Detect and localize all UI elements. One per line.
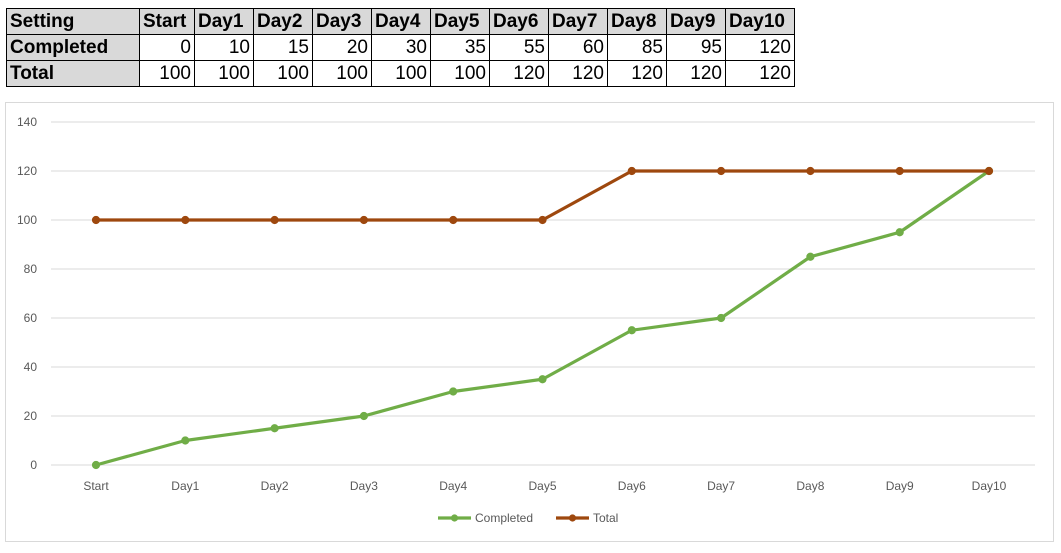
data-point-total [181,215,190,225]
legend-label-total: Total [593,511,618,525]
x-tick-label: Day10 [972,479,1007,493]
data-point-total [538,215,547,225]
data-point-total [359,215,368,225]
table-cell[interactable]: 55 [489,34,549,61]
table-cell[interactable]: 0 [139,34,195,61]
y-tick-label: 100 [17,213,37,227]
line-chart[interactable]: 0 20 40 60 80 100 120 140 Start Day1 Day2 Day3 Day4 D… [5,102,1054,542]
data-point-completed [895,228,904,237]
y-tick-label: 60 [24,311,38,325]
x-tick-label: Day5 [528,479,556,493]
data-point-total [270,215,279,225]
x-tick-label: Day9 [886,479,914,493]
data-point-total [984,166,994,176]
series-line-total [94,169,991,222]
table-cell[interactable]: 10 [194,34,254,61]
x-tick-label: Day3 [350,479,378,493]
table-cell[interactable]: 20 [312,34,372,61]
data-point-total [895,166,904,176]
table-cell[interactable]: 35 [430,34,490,61]
table-header-cell[interactable]: Day6 [489,8,549,35]
x-tick-label: Day6 [618,479,646,493]
table-header-cell[interactable]: Day4 [371,8,431,35]
x-tick-label: Day2 [261,479,289,493]
data-point-completed [717,313,726,323]
table-cell[interactable]: 85 [607,34,667,61]
table-cell[interactable]: 15 [253,34,313,61]
table-cell[interactable]: 120 [548,60,608,87]
y-tick-label: 120 [17,164,37,178]
table-cell[interactable]: 60 [548,34,608,61]
row-label-cell[interactable]: Total [6,60,140,87]
table-cell[interactable]: 100 [253,60,313,87]
data-point-total [717,166,726,176]
table-cell[interactable]: 100 [430,60,490,87]
table-cell[interactable]: 100 [194,60,254,87]
table-cell[interactable]: 120 [666,60,726,87]
legend-marker-completed [450,514,459,522]
x-tick-label: Day1 [171,479,199,493]
table-header-cell[interactable]: Setting [6,8,140,35]
data-point-completed [270,424,279,433]
table-row-completed: Completed 0 10 15 20 30 35 55 60 85 95 1… [6,34,795,61]
x-tick-label: Day8 [796,479,824,493]
data-point-completed [91,460,101,470]
table-header-cell[interactable]: Day8 [607,8,667,35]
legend-label-completed: Completed [475,511,533,525]
table-cell[interactable]: 95 [666,34,726,61]
data-point-completed [806,252,815,261]
table-row-total: Total 100 100 100 100 100 100 120 120 12… [6,60,795,87]
data-point-total [806,166,815,176]
table-header-cell[interactable]: Day2 [253,8,313,35]
table-header-row: Setting Start Day1 Day2 Day3 Day4 Day5 D… [6,8,795,35]
data-point-completed [449,387,458,396]
data-table: Setting Start Day1 Day2 Day3 Day4 Day5 D… [6,8,795,87]
y-tick-label: 20 [24,409,38,423]
table-cell[interactable]: 100 [139,60,195,87]
x-tick-label: Start [83,479,109,493]
data-point-total [91,215,101,225]
table-cell[interactable]: 100 [371,60,431,87]
table-header-cell[interactable]: Day9 [666,8,726,35]
data-point-total [627,166,636,176]
table-header-cell[interactable]: Day7 [548,8,608,35]
data-point-total [449,215,458,225]
table-cell[interactable]: 120 [725,60,795,87]
table-header-cell[interactable]: Day1 [194,8,254,35]
data-point-completed [181,436,190,445]
table-header-cell[interactable]: Day5 [430,8,490,35]
y-tick-label: 40 [24,360,38,374]
y-tick-label: 80 [24,262,38,276]
data-point-completed [627,326,636,335]
table-cell[interactable]: 120 [489,60,549,87]
row-label-cell[interactable]: Completed [6,34,140,61]
data-point-completed [359,411,368,421]
table-cell[interactable]: 120 [725,34,795,61]
table-header-cell[interactable]: Start [139,8,195,35]
table-header-cell[interactable]: Day3 [312,8,372,35]
data-point-completed [538,375,547,384]
chart-svg: 0 20 40 60 80 100 120 140 Start Day1 Day2 Day3 Day4 D… [17,115,1035,525]
legend-marker-total [568,514,577,522]
table-cell[interactable]: 120 [607,60,667,87]
table-cell[interactable]: 100 [312,60,372,87]
y-tick-label: 0 [30,458,37,472]
x-tick-label: Day7 [707,479,735,493]
table-header-cell[interactable]: Day10 [725,8,795,35]
table-cell[interactable]: 30 [371,34,431,61]
x-tick-label: Day4 [439,479,467,493]
y-tick-label: 140 [17,115,37,129]
